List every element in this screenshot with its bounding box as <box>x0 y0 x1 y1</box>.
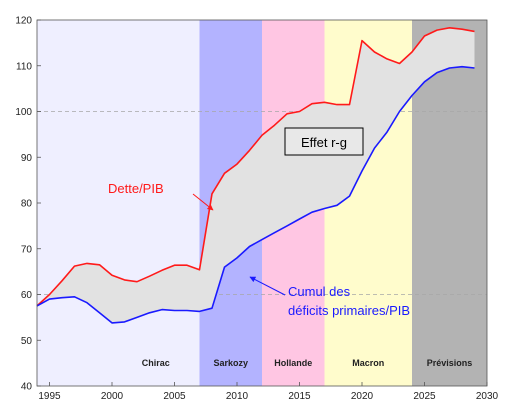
x-axis: 1995 2000 2005 2010 2015 2020 2025 2030 <box>38 382 499 402</box>
x-tick-label-5: 2020 <box>351 391 374 402</box>
x-tick-label-2: 2005 <box>163 391 186 402</box>
period-labels: Chirac Sarkozy Hollande Macron Prévisions <box>142 358 473 368</box>
annotation-effet-rg-label: Effet r-g <box>301 135 347 150</box>
effet-rg-area <box>37 27 475 323</box>
annotation-dette-arrow <box>192 193 214 211</box>
reference-lines <box>37 111 487 295</box>
y-tick-label-8: 120 <box>15 16 32 27</box>
y-tick-label-6: 100 <box>15 107 32 118</box>
y-tick-label-5: 90 <box>21 153 33 164</box>
y-tick-label-4: 80 <box>21 199 33 210</box>
period-label-3: Macron <box>352 358 384 368</box>
series-line-1 <box>36 65 475 324</box>
x-tick-label-1: 2000 <box>101 391 124 402</box>
x-tick-label-3: 2010 <box>226 391 249 402</box>
series-lines <box>36 26 475 324</box>
period-label-4: Prévisions <box>427 358 473 368</box>
x-tick-label-4: 2015 <box>288 391 311 402</box>
y-tick-label-0: 40 <box>21 382 33 393</box>
annotation-cumul-line2: déficits primaires/PIB <box>288 303 410 318</box>
period-band-0 <box>37 20 200 386</box>
annotation-cumul-arrow <box>249 276 286 296</box>
period-label-2: Hollande <box>274 358 312 368</box>
y-tick-label-7: 110 <box>16 61 32 72</box>
y-tick-label-2: 60 <box>21 290 33 301</box>
annotation-cumul: Cumul des déficits primaires/PIB <box>249 276 410 318</box>
y-axis: 40 50 60 70 80 90 100 110 120 <box>15 16 41 393</box>
annotation-effet-rg: Effet r-g <box>284 127 364 156</box>
period-label-0: Chirac <box>142 358 170 368</box>
x-tick-label-6: 2025 <box>413 391 436 402</box>
series-line-0 <box>36 26 475 307</box>
x-tick-label-7: 2030 <box>476 391 499 402</box>
annotation-effet-rg-box <box>284 127 364 156</box>
x-tick-label-0: 1995 <box>38 391 61 402</box>
period-label-1: Sarkozy <box>213 358 248 368</box>
y-tick-label-3: 70 <box>21 244 33 255</box>
annotation-cumul-line1: Cumul des <box>288 284 351 299</box>
annotation-dette: Dette/PIB <box>108 181 214 211</box>
y-tick-label-1: 50 <box>21 336 33 347</box>
annotation-dette-label: Dette/PIB <box>108 181 164 196</box>
